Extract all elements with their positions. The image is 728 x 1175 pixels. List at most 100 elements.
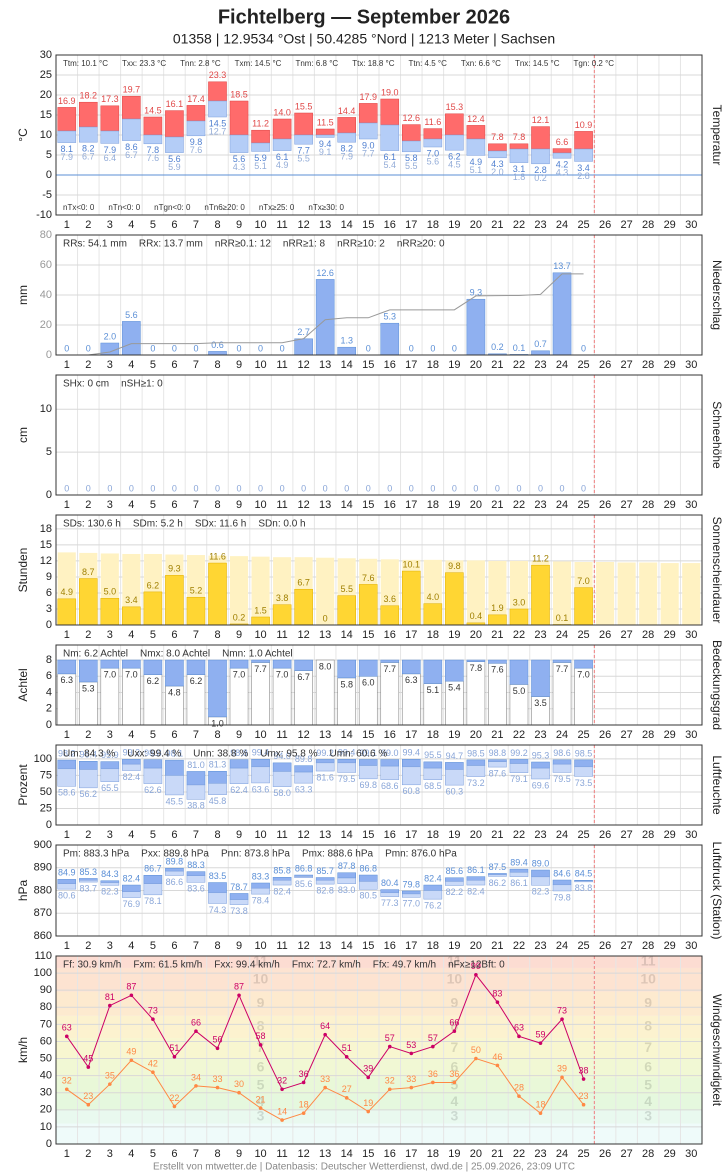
value-label: 10.1: [403, 559, 421, 569]
range-lower: [186, 875, 206, 883]
plot-border: [55, 644, 703, 726]
x-tick-label: 25: [577, 1148, 589, 1160]
x-tick-label: 1: [64, 629, 70, 641]
x-tick-label: 15: [362, 359, 374, 371]
x-tick-label: 21: [491, 829, 503, 841]
value-label: 76.9: [123, 899, 141, 909]
range-upper: [57, 759, 77, 770]
cloud-bar: [531, 659, 550, 697]
value-label: 49: [126, 1047, 136, 1057]
x-tick-label: 26: [599, 219, 611, 231]
stat: SHx: 0 cm: [63, 379, 109, 390]
x-tick-label: 29: [664, 359, 676, 371]
x-tick-label: 13: [319, 940, 331, 952]
value-label: 0: [560, 483, 565, 493]
value-label: 85.6: [446, 866, 464, 876]
value-label: 45.8: [209, 796, 227, 806]
wind-point: [344, 1055, 349, 1059]
x-tick-label: 6: [171, 1148, 177, 1160]
x-tick-label: 27: [621, 219, 633, 231]
value-label: 5.1: [427, 685, 440, 695]
value-label: 4.9: [276, 160, 289, 170]
y-tick-label: 0: [46, 169, 52, 181]
range-lower: [531, 767, 550, 780]
value-label: 82.4: [467, 886, 485, 896]
y-tick-label: 25: [40, 69, 52, 81]
value-label: 4.8: [168, 687, 181, 697]
x-tick-label: 15: [362, 940, 374, 952]
value-label: 5.1: [254, 161, 267, 171]
stat: Umn: 60.6 %: [329, 749, 387, 760]
value-label: 3.5: [534, 698, 547, 708]
range-upper: [337, 872, 356, 879]
stat: Pnn: 873.8 hPa: [221, 849, 290, 860]
x-tick-label: 3: [107, 829, 113, 841]
possible-sunshine: [639, 562, 658, 625]
value-label: 0: [64, 343, 69, 353]
bft-label: 3: [450, 1107, 458, 1123]
bft-label: 6: [450, 1059, 458, 1075]
x-tick-label: 18: [427, 940, 439, 952]
x-tick-label: 30: [685, 729, 697, 741]
bft-label: 8: [450, 1018, 458, 1034]
value-label: 14.0: [273, 107, 291, 117]
cloud-bar: [337, 659, 356, 679]
temp-lower: [143, 134, 163, 145]
cloud-bar: [552, 659, 572, 663]
value-label: 95.5: [424, 750, 442, 760]
wind-point: [64, 1087, 69, 1092]
y-tick-label: 9: [46, 571, 52, 583]
side-label: Bedeckungsgrad: [710, 640, 724, 730]
range-lower: [315, 880, 335, 885]
y-tick-label: 50: [40, 1052, 52, 1064]
x-tick-label: 6: [171, 219, 177, 231]
value-label: 99.3: [123, 748, 141, 758]
value-label: 5.4: [384, 160, 397, 170]
value-label: 3.0: [513, 597, 526, 607]
value-label: 87.5: [489, 862, 507, 872]
value-label: 80.6: [58, 891, 76, 901]
y-tick-label: 900: [34, 839, 52, 851]
x-tick-label: 29: [664, 940, 676, 952]
value-label: 27: [342, 1084, 352, 1094]
value-label: 39: [557, 1064, 567, 1074]
value-label: 17.9: [359, 92, 377, 102]
wind-point: [387, 1044, 392, 1049]
bft-label: 10: [447, 971, 463, 987]
wind-point: [538, 1111, 543, 1116]
value-label: 58.6: [58, 788, 76, 798]
value-label: 0: [258, 343, 263, 353]
range-lower: [143, 883, 163, 896]
side-label: Luftfeuchte: [710, 755, 724, 815]
x-tick-label: 2: [85, 729, 91, 741]
wind-point: [215, 1085, 220, 1090]
bft-label: 7: [450, 1039, 458, 1055]
value-label: 77.3: [381, 898, 399, 908]
x-tick-label: 7: [193, 940, 199, 952]
y-axis-label: Prozent: [16, 764, 30, 806]
x-tick-label: 5: [150, 1148, 156, 1160]
x-tick-label: 18: [427, 729, 439, 741]
value-label: 14.4: [338, 106, 356, 116]
value-label: 98.2: [58, 748, 76, 758]
value-label: 85.7: [316, 866, 334, 876]
wind-point: [301, 1080, 306, 1085]
x-tick-label: 28: [642, 499, 654, 511]
value-label: 79.1: [510, 774, 528, 784]
value-label: 7.0: [577, 670, 590, 680]
range-lower: [423, 890, 443, 900]
value-label: 7.0: [233, 670, 246, 680]
temp-upper: [380, 98, 400, 126]
temp-lower: [57, 130, 77, 143]
bft-label: 4: [257, 1093, 265, 1109]
temp-lower: [122, 118, 141, 141]
value-label: 5.1: [470, 165, 483, 175]
range-lower: [208, 892, 227, 904]
value-label: 86.6: [166, 877, 184, 887]
range-upper: [294, 765, 313, 773]
x-tick-label: 14: [341, 219, 353, 231]
wind-point: [409, 1085, 414, 1090]
value-label: 1.3: [340, 336, 353, 346]
value-label: 51: [342, 1043, 352, 1053]
